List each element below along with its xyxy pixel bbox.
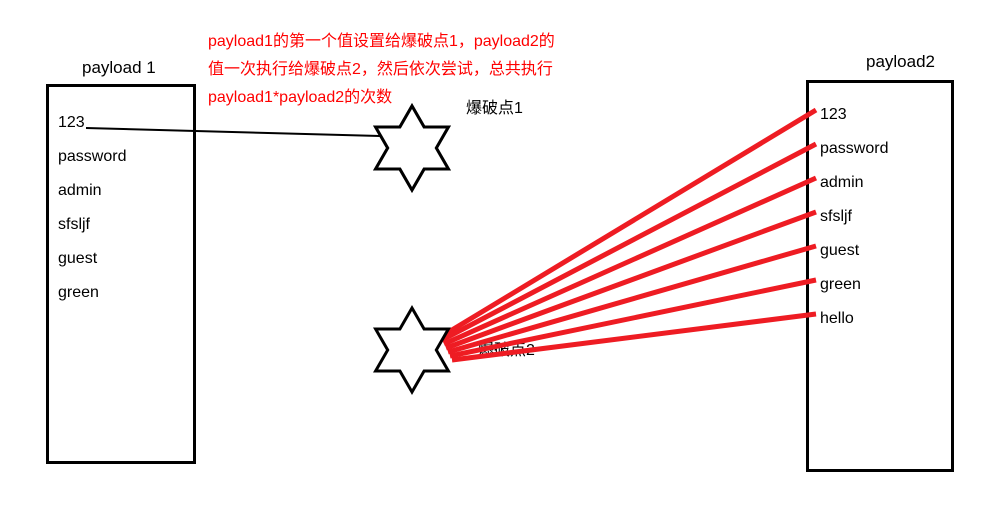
star2-icon <box>376 308 449 392</box>
red-lines-group <box>442 110 816 360</box>
red-line <box>446 212 816 348</box>
svg-layer <box>0 0 986 520</box>
star1-icon <box>376 106 449 190</box>
diagram-canvas: payload1的第一个值设置给爆破点1，payload2的 值一次执行给爆破点… <box>0 0 986 520</box>
red-line <box>442 144 816 340</box>
black-connector-line <box>86 128 380 136</box>
